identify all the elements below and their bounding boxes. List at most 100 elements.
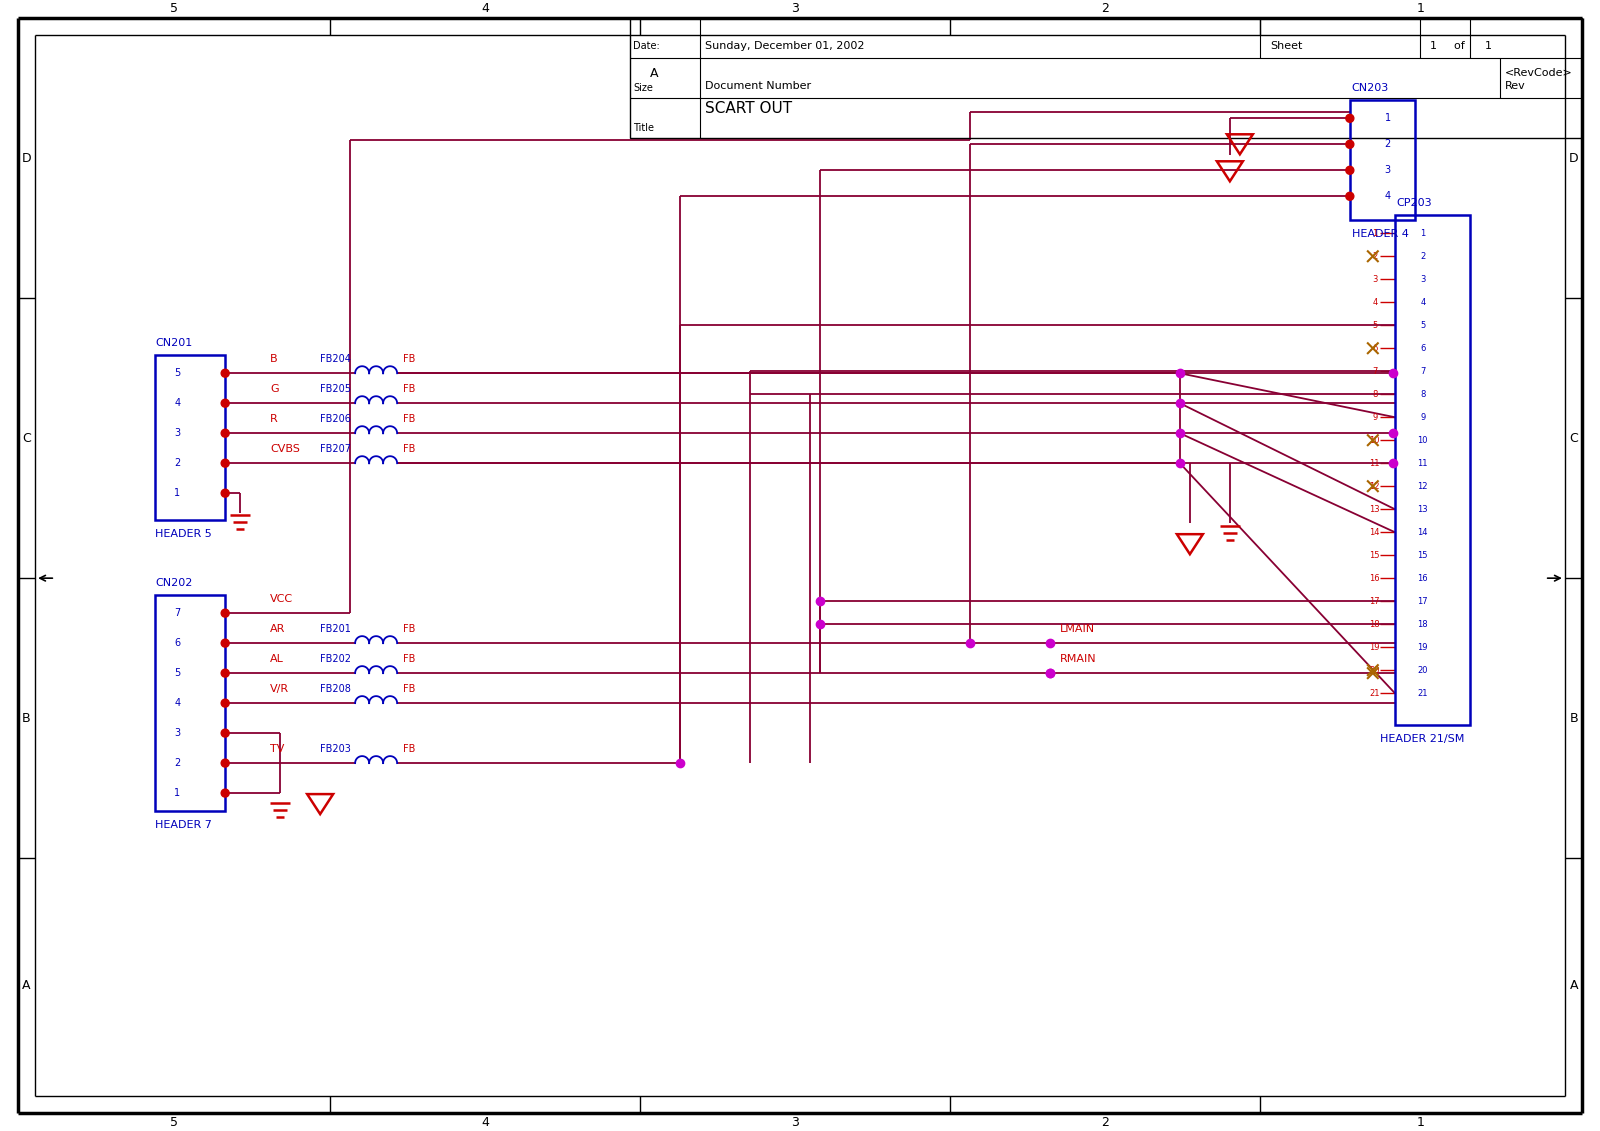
Text: 5: 5 — [170, 2, 178, 15]
Text: 1: 1 — [1485, 42, 1491, 51]
Text: FB: FB — [403, 684, 416, 694]
Text: 4: 4 — [174, 698, 181, 708]
Text: FB204: FB204 — [320, 354, 350, 364]
Text: FB: FB — [403, 624, 416, 634]
Text: 1: 1 — [1373, 228, 1378, 238]
Text: FB: FB — [403, 414, 416, 424]
Circle shape — [221, 369, 229, 378]
Text: C: C — [1570, 432, 1578, 444]
Circle shape — [221, 699, 229, 707]
Circle shape — [221, 670, 229, 677]
Text: 9: 9 — [1373, 413, 1378, 422]
Text: 16: 16 — [1370, 573, 1381, 582]
Text: 3: 3 — [790, 1115, 798, 1129]
Circle shape — [221, 759, 229, 767]
Text: LMAIN: LMAIN — [1059, 624, 1094, 634]
Text: Document Number: Document Number — [706, 81, 811, 92]
Text: 17: 17 — [1418, 597, 1429, 606]
Text: C: C — [22, 432, 30, 444]
Text: FB: FB — [403, 385, 416, 395]
Circle shape — [221, 399, 229, 407]
Text: Sheet: Sheet — [1270, 42, 1302, 51]
Text: 2: 2 — [1101, 2, 1109, 15]
Text: 5: 5 — [1421, 321, 1426, 330]
Text: 18: 18 — [1418, 620, 1429, 629]
Text: 4: 4 — [482, 1115, 490, 1129]
Text: FB206: FB206 — [320, 414, 350, 424]
Text: FB203: FB203 — [320, 744, 350, 754]
Text: 6: 6 — [1421, 344, 1426, 353]
Text: VCC: VCC — [270, 594, 293, 604]
Text: 2: 2 — [1421, 252, 1426, 261]
Bar — [155, 595, 226, 811]
Circle shape — [221, 729, 229, 737]
Text: 19: 19 — [1418, 642, 1429, 651]
Circle shape — [221, 639, 229, 647]
Text: 2: 2 — [1384, 139, 1390, 149]
Text: CN202: CN202 — [155, 578, 192, 588]
Text: HEADER 21/SM: HEADER 21/SM — [1379, 734, 1464, 744]
Circle shape — [1346, 192, 1354, 200]
Text: HEADER 7: HEADER 7 — [155, 820, 213, 830]
Text: 21: 21 — [1370, 689, 1381, 698]
Text: FB: FB — [403, 354, 416, 364]
Text: 2: 2 — [174, 758, 181, 768]
Text: 4: 4 — [1373, 297, 1378, 307]
Text: 4: 4 — [174, 398, 181, 408]
Text: 5: 5 — [174, 668, 181, 679]
Bar — [630, 18, 1582, 138]
Text: 3: 3 — [1373, 275, 1378, 284]
Text: 2: 2 — [174, 458, 181, 468]
Text: A: A — [1570, 978, 1578, 992]
Text: A: A — [650, 67, 659, 80]
Text: CN201: CN201 — [155, 338, 192, 348]
Text: 1: 1 — [1384, 113, 1390, 123]
Text: B: B — [270, 354, 278, 364]
Text: 11: 11 — [1418, 459, 1429, 468]
Text: CN203: CN203 — [1352, 84, 1389, 94]
Text: 1: 1 — [1421, 228, 1426, 238]
Text: FB208: FB208 — [320, 684, 350, 694]
Text: 13: 13 — [1370, 504, 1381, 513]
Text: D: D — [1570, 152, 1579, 165]
Text: 3: 3 — [174, 429, 181, 438]
Text: 3: 3 — [174, 728, 181, 739]
Text: FB201: FB201 — [320, 624, 350, 634]
Circle shape — [221, 429, 229, 438]
Circle shape — [221, 610, 229, 618]
Text: Sunday, December 01, 2002: Sunday, December 01, 2002 — [706, 42, 864, 51]
Text: 7: 7 — [1373, 366, 1378, 375]
Text: 12: 12 — [1370, 482, 1381, 491]
Circle shape — [221, 459, 229, 467]
Text: Rev: Rev — [1504, 81, 1525, 92]
Text: 3: 3 — [1421, 275, 1426, 284]
Text: AR: AR — [270, 624, 285, 634]
Text: Date:: Date: — [634, 42, 659, 51]
Text: RMAIN: RMAIN — [1059, 654, 1096, 664]
Circle shape — [221, 490, 229, 498]
Text: 6: 6 — [174, 638, 181, 648]
Text: 5: 5 — [174, 369, 181, 378]
Text: 14: 14 — [1418, 528, 1429, 537]
Text: 5: 5 — [170, 1115, 178, 1129]
Text: B: B — [22, 711, 30, 725]
Text: 1: 1 — [1418, 1115, 1424, 1129]
Text: FB: FB — [403, 444, 416, 455]
Text: Title: Title — [634, 123, 654, 133]
Text: A: A — [22, 978, 30, 992]
Text: 8: 8 — [1373, 390, 1378, 399]
Text: G: G — [270, 385, 278, 395]
Text: 2: 2 — [1101, 1115, 1109, 1129]
Text: FB: FB — [403, 744, 416, 754]
Text: 2: 2 — [1373, 252, 1378, 261]
Text: 1: 1 — [1418, 2, 1424, 15]
Text: 1: 1 — [174, 489, 181, 498]
Text: R: R — [270, 414, 278, 424]
Text: 9: 9 — [1421, 413, 1426, 422]
Text: 7: 7 — [174, 608, 181, 619]
Text: HEADER 4: HEADER 4 — [1352, 230, 1408, 240]
Text: 18: 18 — [1370, 620, 1381, 629]
Text: CP203: CP203 — [1397, 198, 1432, 208]
Text: 10: 10 — [1370, 435, 1381, 444]
Text: 6: 6 — [1373, 344, 1378, 353]
